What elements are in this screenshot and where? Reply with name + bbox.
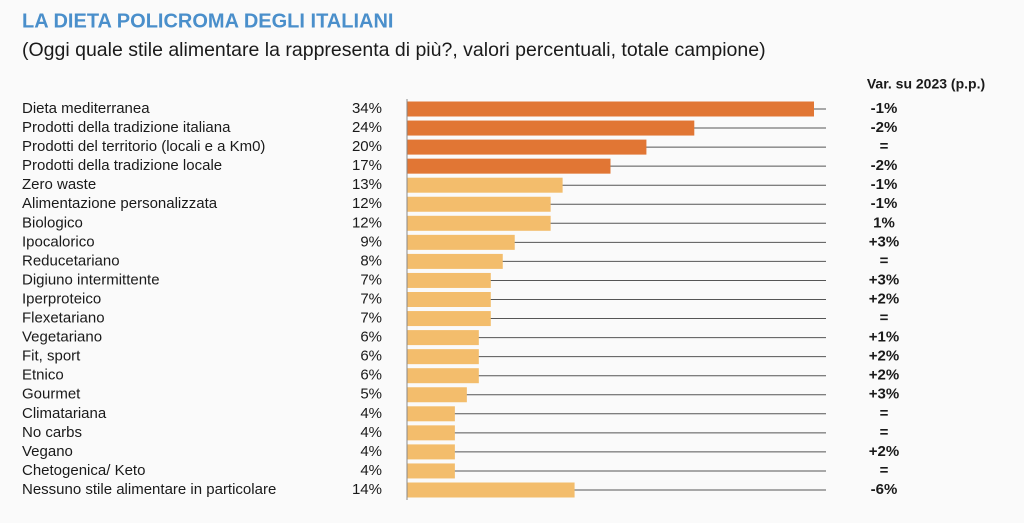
bar	[407, 292, 491, 307]
variation-label: +2%	[869, 348, 899, 365]
bar	[407, 196, 551, 212]
category-label: Dieta mediterranea	[22, 100, 150, 117]
variation-label: +2%	[869, 443, 899, 460]
category-label: Reducetariano	[22, 252, 120, 269]
category-label: Nessuno stile alimentare in particolare	[22, 481, 276, 498]
bar	[407, 158, 611, 174]
variation-label: -2%	[871, 157, 898, 174]
value-label: 6%	[360, 348, 382, 365]
category-label: Biologico	[22, 214, 83, 231]
category-label: Etnico	[22, 367, 64, 384]
variation-label: -6%	[871, 481, 898, 498]
variation-label: -1%	[871, 195, 898, 212]
variation-label: =	[880, 424, 889, 441]
category-label: Flexetariano	[22, 310, 105, 327]
bar	[407, 120, 695, 136]
value-label: 7%	[360, 290, 382, 307]
bar	[407, 463, 455, 479]
value-label: 6%	[360, 329, 382, 346]
bar	[407, 253, 503, 269]
value-label: 12%	[352, 214, 382, 231]
bar	[407, 234, 515, 250]
bar	[407, 482, 575, 498]
variation-label: +2%	[869, 367, 899, 384]
value-label: 17%	[352, 157, 382, 174]
value-label: 7%	[360, 271, 382, 288]
bar	[407, 177, 563, 193]
value-label: 14%	[352, 481, 382, 498]
category-label: Gourmet	[22, 386, 81, 403]
value-label: 13%	[352, 176, 382, 193]
bar	[407, 215, 551, 231]
bar	[407, 444, 455, 460]
variation-label: -1%	[871, 100, 898, 117]
category-label: Ipocalorico	[22, 233, 95, 250]
variation-label: =	[880, 138, 889, 155]
bar	[407, 272, 491, 288]
bar	[407, 311, 491, 327]
variation-label: 1%	[873, 214, 895, 231]
variation-header: Var. su 2023 (p.p.)	[867, 76, 985, 92]
chart-title: LA DIETA POLICROMA DEGLI ITALIANI	[22, 10, 393, 32]
value-label: 9%	[360, 233, 382, 250]
variation-label: +3%	[869, 271, 899, 288]
variation-label: +2%	[869, 290, 899, 307]
bar	[407, 368, 479, 384]
bar	[407, 387, 467, 403]
variation-label: =	[880, 405, 889, 422]
category-label: Alimentazione personalizzata	[22, 195, 218, 212]
bar	[407, 349, 479, 365]
variation-label: +3%	[869, 386, 899, 403]
bar	[407, 101, 814, 117]
category-label: Chetogenica/ Keto	[22, 462, 145, 479]
category-label: Iperproteico	[22, 290, 101, 307]
variation-label: =	[880, 462, 889, 479]
variation-label: +3%	[869, 233, 899, 250]
value-label: 4%	[360, 424, 382, 441]
bar	[407, 330, 479, 346]
bar	[407, 425, 455, 441]
value-label: 24%	[352, 119, 382, 136]
value-label: 8%	[360, 252, 382, 269]
variation-label: +1%	[869, 329, 899, 346]
category-label: Prodotti del territorio (locali e a Km0)	[22, 138, 265, 155]
category-label: Digiuno intermittente	[22, 271, 160, 288]
category-label: No carbs	[22, 424, 82, 441]
value-label: 7%	[360, 310, 382, 327]
bar	[407, 406, 455, 422]
category-label: Vegetariano	[22, 329, 102, 346]
category-label: Vegano	[22, 443, 73, 460]
variation-label: -1%	[871, 176, 898, 193]
value-label: 5%	[360, 386, 382, 403]
value-label: 6%	[360, 367, 382, 384]
value-label: 34%	[352, 100, 382, 117]
variation-label: -2%	[871, 119, 898, 136]
value-label: 20%	[352, 138, 382, 155]
category-label: Fit, sport	[22, 348, 81, 365]
bar	[407, 139, 647, 155]
variation-label: =	[880, 310, 889, 327]
value-label: 12%	[352, 195, 382, 212]
category-label: Prodotti della tradizione locale	[22, 157, 222, 174]
value-label: 4%	[360, 462, 382, 479]
category-label: Prodotti della tradizione italiana	[22, 119, 231, 136]
variation-label: =	[880, 252, 889, 269]
value-label: 4%	[360, 405, 382, 422]
chart-subtitle: (Oggi quale stile alimentare la rapprese…	[22, 39, 766, 61]
category-label: Climatariana	[22, 405, 107, 422]
category-label: Zero waste	[22, 176, 96, 193]
value-label: 4%	[360, 443, 382, 460]
